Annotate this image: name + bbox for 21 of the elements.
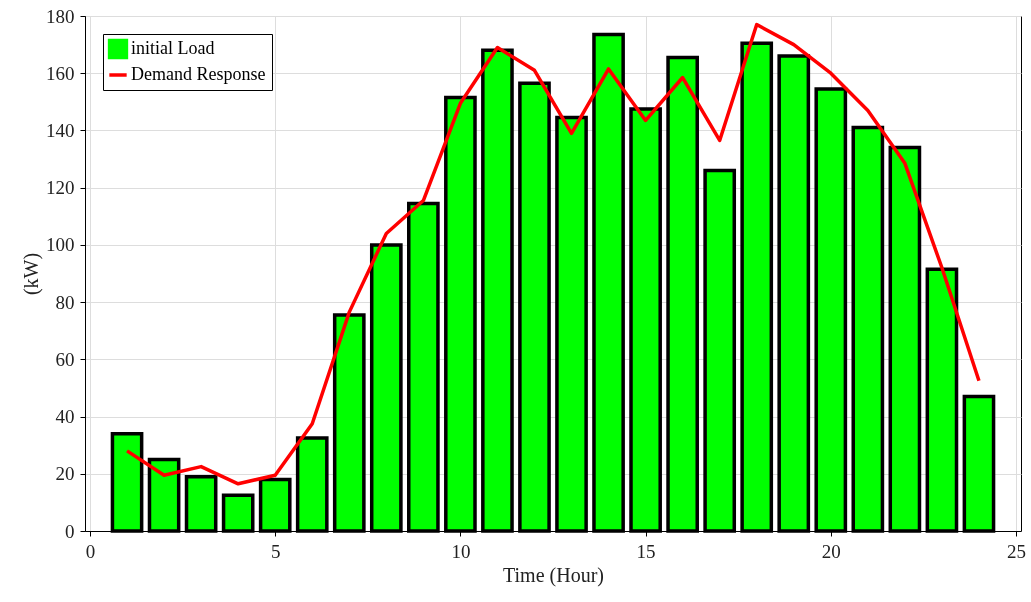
x-tick-label: 25 — [1007, 540, 1026, 562]
line-series — [125, 22, 981, 486]
x-axis-title: Time (Hour) — [503, 563, 604, 587]
y-tick-label: 140 — [46, 119, 75, 141]
y-tick-label: 180 — [46, 5, 75, 27]
y-tick-label: 160 — [46, 62, 75, 84]
x-tick-label: 5 — [270, 540, 281, 562]
y-axis-title: (kW) — [20, 252, 43, 296]
y-tick-label: 80 — [55, 291, 75, 313]
x-tick-label: 20 — [821, 540, 841, 562]
x-tick-label: 10 — [451, 540, 471, 562]
y-tick-label: 60 — [55, 348, 75, 370]
y-tick-label: 20 — [55, 463, 75, 485]
x-tick-label: 0 — [85, 540, 96, 562]
legend-label: Demand Response — [131, 64, 266, 84]
y-tick-label: 0 — [65, 520, 75, 542]
x-tick-label: 15 — [636, 540, 656, 562]
y-tick-label: 120 — [46, 177, 75, 199]
y-tick-label: 40 — [55, 406, 75, 428]
y-tick-label: 100 — [46, 234, 75, 256]
legend-label: initial Load — [131, 38, 215, 58]
